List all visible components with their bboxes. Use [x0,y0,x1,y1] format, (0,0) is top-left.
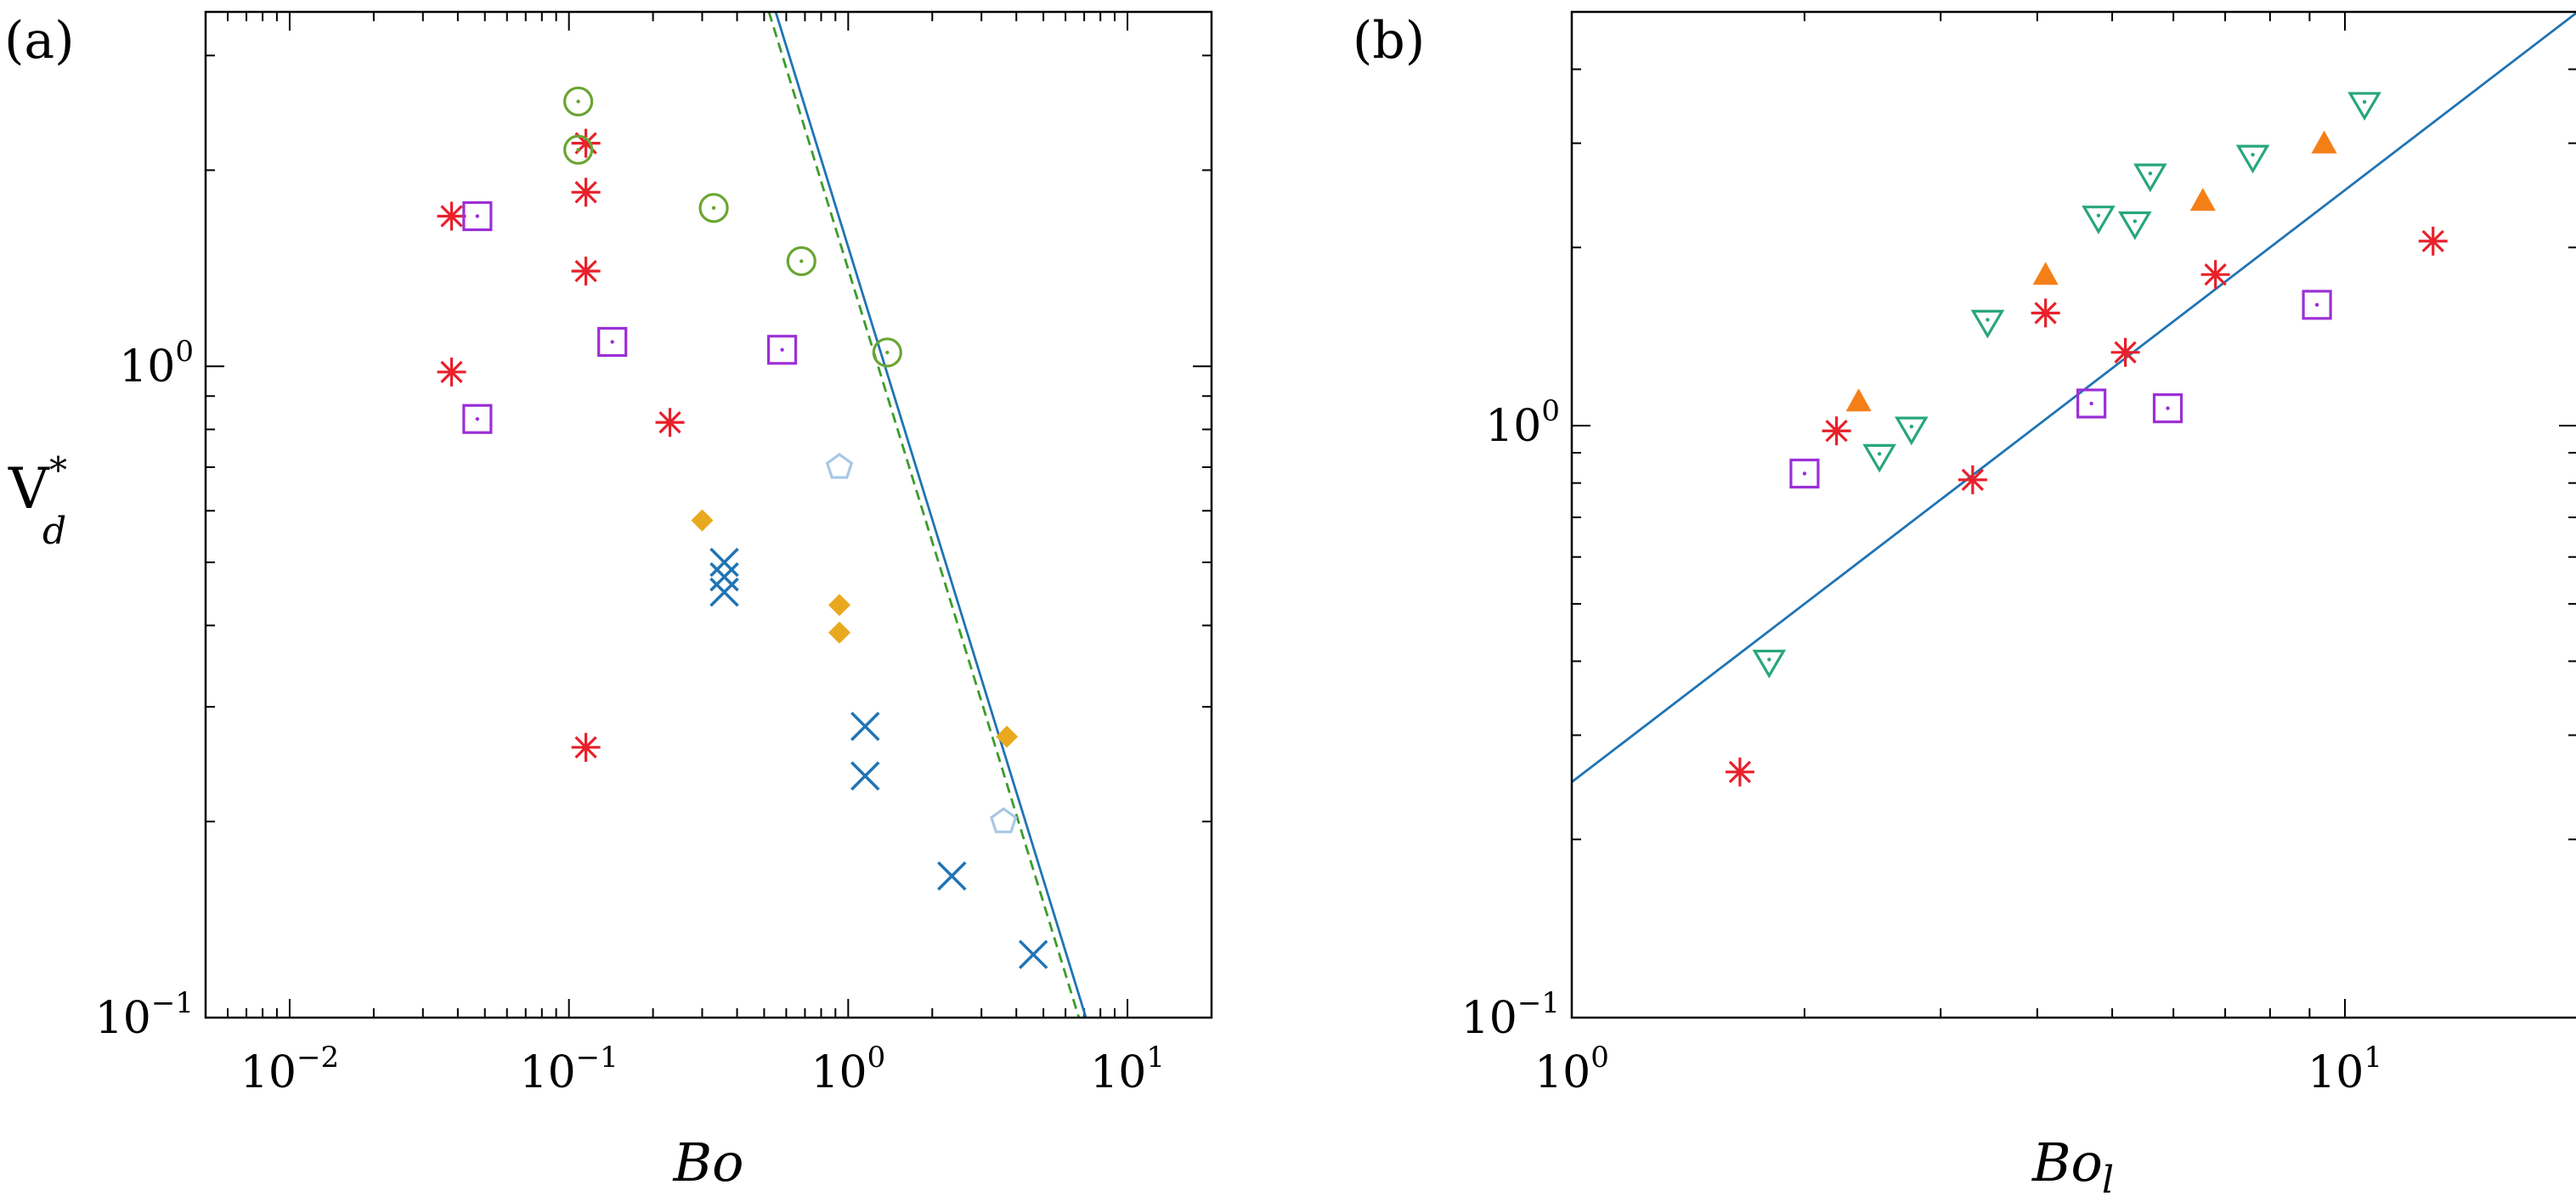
panel-a-x-tick-label: 100 [811,1041,885,1098]
panel-a-diamond-point [691,509,714,532]
panel-a-pentagon-point [990,807,1018,833]
panel-a-fit-lines [767,12,1087,1018]
panel-b-y-tick-label: 100 [1485,394,1560,452]
panel-a-ticks: 10−2 10−1 100 101 10−1 100 [95,12,1212,1098]
panel-b-asterisk-point [2200,260,2230,290]
panel-b-triangle-up-point [2311,130,2337,154]
panel-b-triangle-down-point [1895,416,1929,446]
panel-a-diamond-point [828,594,850,617]
panel-a-diamond-point [828,621,850,644]
panel-b-x-tick-label: 100 [1534,1041,1609,1098]
panel-b-triangle-down-point [1862,443,1896,473]
panel-b-triangle-up-point [2189,188,2216,212]
panel-b-triangle-down-point [1970,309,2005,339]
panel-a-asterisk-point [571,128,601,158]
panel-a-ylabel-main: V [8,456,50,522]
panel-b-square-point [2152,393,2183,424]
panel-a-x-tick-label: 10−2 [240,1041,339,1098]
panel-a-xlabel: Bo [673,1131,744,1193]
panel-a-y-tick-label: 10−1 [95,986,194,1044]
panel-a-asterisk-point [655,408,685,437]
panel-b-fit-lines [1572,12,2576,783]
panel-a-frame [204,10,1213,1019]
panel-a-asterisk-point [571,732,601,762]
panel-b-triangle-down-point [2133,163,2167,193]
panel-b-triangle-down-point [2235,144,2270,174]
panel-a-cross-point [709,577,739,607]
panel-a-asterisk-point [571,257,601,286]
panel-a-ylabel-sup: * [49,449,67,491]
panel-b-asterisk-point [2418,226,2448,256]
panel-b-triangle-down-point [2082,206,2116,234]
panel-b-triangle-down-point [2347,92,2381,121]
panel-b-points [1725,92,2448,787]
panel-b-square-point [1789,458,1820,489]
panel-a-cross-point [850,761,880,791]
panel-b-frame [1570,10,2576,1019]
panel-a-diamond-point [996,725,1019,748]
panel-b-asterisk-point [1822,416,1851,446]
panel-a-cross-point [937,860,967,891]
panel-b-xlabel-main: Bo [2031,1131,2103,1193]
panel-a-cross-point [709,547,739,578]
panel-b-xlabel-sub: l [2102,1159,2114,1196]
panel-a-circle-point [786,245,816,277]
panel-a-cross-point [709,561,739,592]
panel-b-triangle-up-point [2032,262,2059,285]
panel-a-pentagon-point [825,453,854,479]
panel-b-asterisk-point [2110,337,2140,367]
panel-a-x-tick-label: 10−1 [520,1041,619,1098]
panel-a-square-point [462,200,493,232]
panel-b-asterisk-point [1957,465,1987,494]
panel-a-label: (a) [4,11,75,71]
panel-a-asterisk-point [437,357,466,386]
panel-a-ylabel-sub: d [42,510,66,553]
panel-b-x-tick-label: 101 [2308,1041,2382,1098]
panel-b-triangle-down-point [2118,211,2152,240]
panel-b-triangle-down-point [1752,649,1787,679]
panel-b-y-tick-label: 10−1 [1461,986,1560,1044]
panel-a-circle-point [563,86,594,117]
panel-a: (a) 10−2 10−1 100 101 10−1 100 Bo V * d [4,10,1213,1193]
panel-a-square-point [597,326,628,358]
panel-b-solid-fit-line [1572,12,2576,783]
panel-b-xlabel: Bo l [2031,1131,2114,1196]
panel-a-cross-point [850,711,880,742]
panel-b-square-point [2302,290,2332,320]
panel-a-asterisk-point [437,201,466,231]
panel-a-circle-point [563,134,594,165]
panel-b-asterisk-point [2031,298,2060,328]
panel-a-cross-point [1018,939,1048,969]
panel-b-square-point [2076,388,2107,419]
panel-a-circle-point [698,193,729,223]
panel-a-circle-point [872,337,902,368]
panel-a-points [437,86,1048,969]
panel-a-dashed-fit-line [767,12,1081,1018]
panel-b-asterisk-point [1725,757,1754,787]
panel-b-label: (b) [1353,11,1425,71]
panel-a-asterisk-point [571,178,601,207]
panel-a-square-point [462,403,493,434]
panel-a-solid-fit-line [774,12,1087,1018]
panel-a-y-tick-label: 100 [119,335,194,392]
panel-a-square-point [766,335,798,365]
panel-b-triangle-up-point [1845,388,1872,412]
panel-a-x-tick-label: 101 [1090,1041,1165,1098]
panel-a-ylabel: V * d [8,449,67,553]
